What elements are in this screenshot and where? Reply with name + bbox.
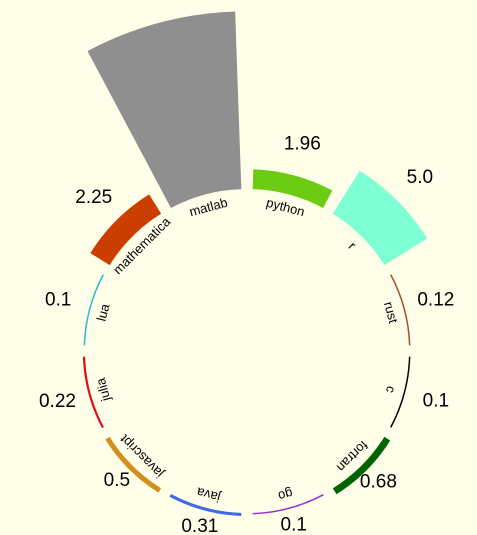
bar	[169, 494, 242, 517]
value-label: 17.59	[127, 0, 175, 2]
bar	[252, 169, 333, 208]
category-label: java	[194, 484, 223, 505]
value-label: 1.96	[284, 134, 321, 155]
category-label: lua	[94, 301, 113, 322]
bar	[87, 11, 242, 208]
category-label: c	[383, 384, 399, 395]
bar	[105, 436, 162, 493]
bar	[332, 170, 428, 266]
value-label: 0.1	[281, 514, 307, 535]
value-label: 2.25	[75, 187, 112, 208]
category-label: rust	[381, 300, 401, 325]
category-label: julia	[93, 376, 114, 404]
value-label: 0.1	[423, 391, 449, 412]
bar	[90, 194, 162, 266]
value-label: 5.0	[407, 167, 433, 188]
category-label: matlab	[188, 195, 230, 220]
value-label: 0.5	[104, 470, 130, 491]
value-label: 0.31	[181, 516, 218, 535]
value-label: 0.22	[39, 391, 76, 412]
value-label: 0.1	[45, 289, 71, 310]
value-label: 0.12	[417, 289, 454, 310]
category-label: go	[277, 486, 295, 504]
value-label: 0.68	[360, 471, 397, 492]
bar	[332, 436, 391, 495]
category-label: r	[346, 239, 360, 253]
category-label: python	[265, 195, 307, 220]
bar	[82, 356, 104, 429]
